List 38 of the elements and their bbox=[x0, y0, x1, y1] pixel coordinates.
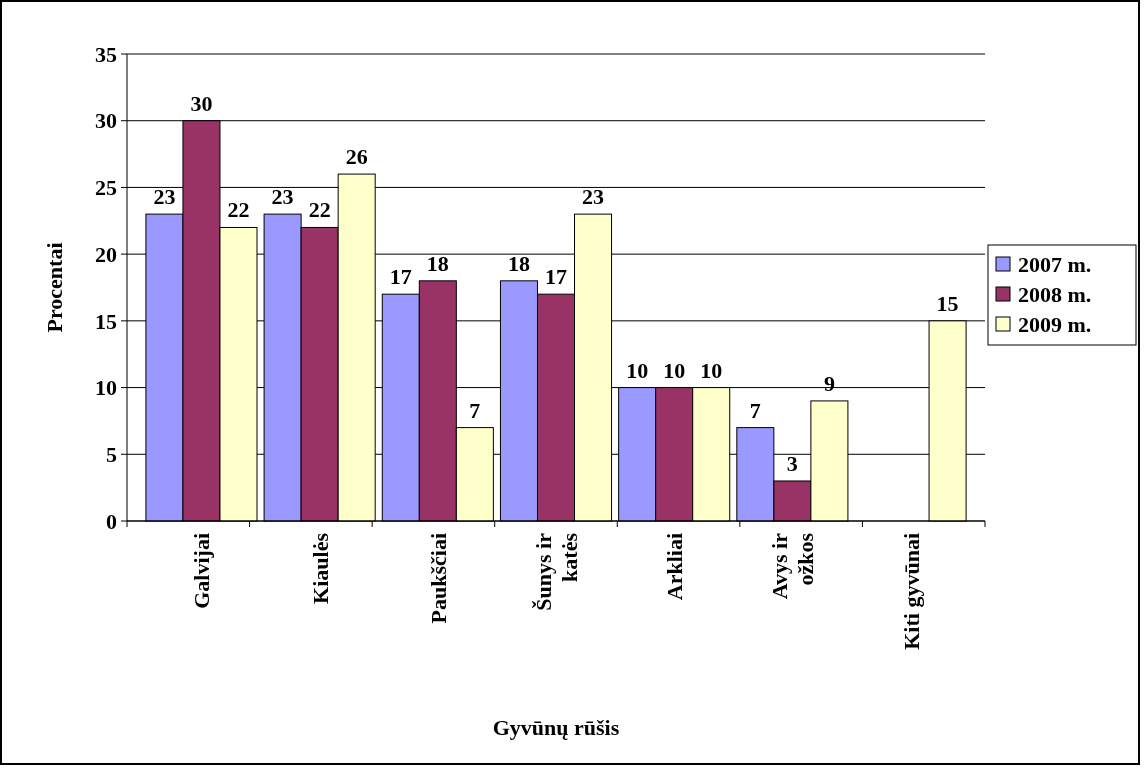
data-label: 23 bbox=[582, 184, 605, 210]
y-tick-label: 25 bbox=[95, 175, 117, 201]
data-label: 3 bbox=[786, 450, 798, 476]
data-label: 18 bbox=[426, 250, 449, 276]
data-label: 22 bbox=[227, 197, 250, 223]
y-tick-label: 20 bbox=[95, 241, 117, 267]
data-label: 17 bbox=[389, 264, 412, 290]
y-tick-label: 0 bbox=[106, 508, 117, 534]
y-tick-label: 30 bbox=[95, 108, 117, 134]
y-tick-label: 15 bbox=[95, 308, 117, 334]
x-tick-label: Kiti gyvūnai bbox=[898, 533, 924, 650]
data-label: 26 bbox=[345, 144, 368, 170]
data-label: 15 bbox=[936, 290, 959, 316]
y-tick-label: 5 bbox=[106, 441, 117, 467]
data-label: 10 bbox=[700, 357, 723, 383]
data-label: 10 bbox=[626, 357, 649, 383]
data-label: 22 bbox=[308, 197, 331, 223]
x-tick-label: Paukščiai bbox=[425, 533, 451, 624]
data-label: 17 bbox=[545, 264, 567, 290]
data-label: 7 bbox=[469, 397, 481, 423]
legend-label: 2008 m. bbox=[1018, 281, 1092, 307]
data-label: 7 bbox=[749, 397, 761, 423]
data-label: 23 bbox=[153, 184, 176, 210]
y-tick-label: 10 bbox=[95, 375, 117, 401]
x-tick-label: Kiaulės bbox=[307, 532, 333, 604]
y-axis-title: Procentai bbox=[42, 242, 67, 333]
x-tick-label: Galvijai bbox=[189, 533, 215, 609]
x-axis-title: Gyvūnų rūšis bbox=[492, 715, 620, 740]
legend-label: 2009 m. bbox=[1018, 311, 1092, 337]
data-label: 23 bbox=[271, 184, 294, 210]
data-label: 30 bbox=[190, 90, 213, 116]
x-tick-label: Šunys ir katės bbox=[531, 532, 582, 611]
y-tick-label: 35 bbox=[95, 41, 117, 67]
data-label: 18 bbox=[507, 250, 530, 276]
data-label: 10 bbox=[663, 357, 686, 383]
x-tick-label: Avys ir ožkos bbox=[767, 532, 819, 600]
x-tick-label: Arkliai bbox=[662, 533, 688, 601]
legend-label: 2007 m. bbox=[1018, 251, 1092, 277]
